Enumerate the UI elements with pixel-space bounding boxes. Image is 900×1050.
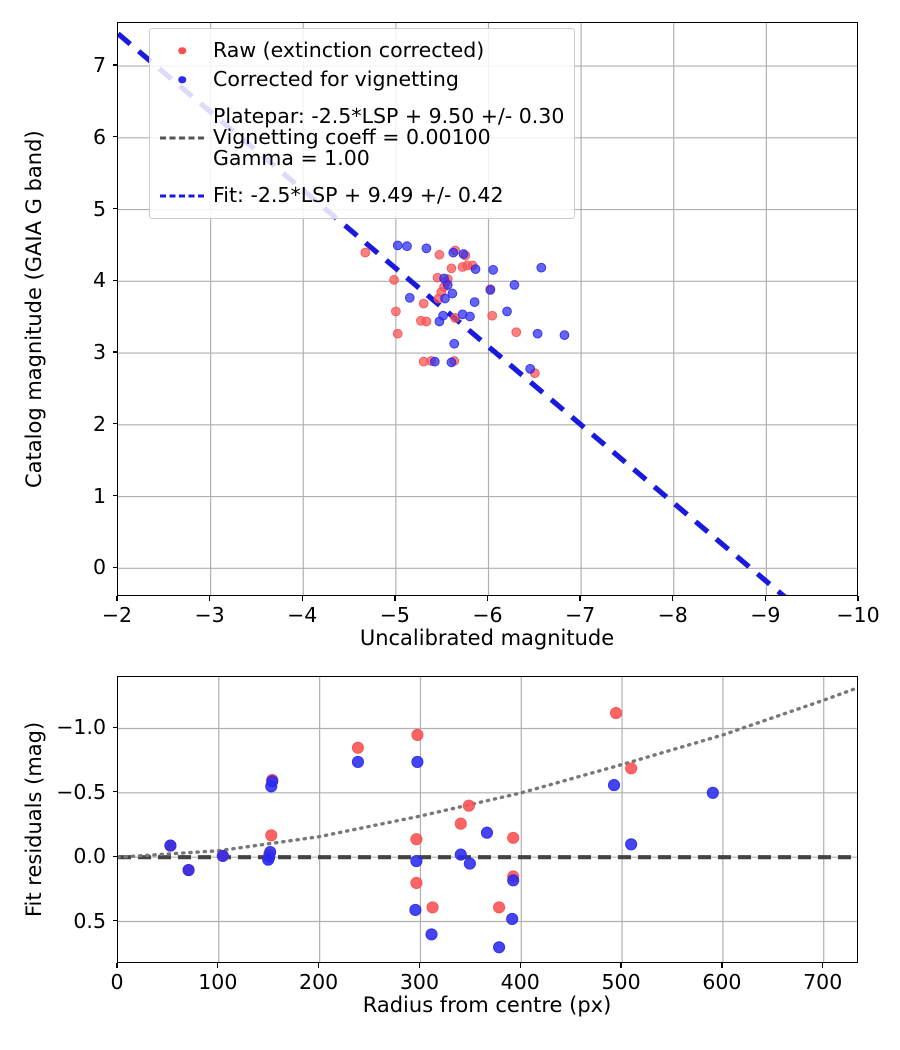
calibration-x-tick-label: −2 xyxy=(101,603,133,627)
calibration-y-tick xyxy=(112,566,117,568)
legend-row-corrected: Corrected for vignetting xyxy=(160,65,564,94)
calibration-y-tick-label: 2 xyxy=(92,411,106,436)
legend-row-fit: Fit: -2.5*LSP + 9.49 +/- 0.42 xyxy=(160,181,564,210)
calibration-x-tick-label: −5 xyxy=(379,603,410,627)
legend-label-corrected: Corrected for vignetting xyxy=(213,66,459,91)
legend-label-platepar: Platepar: -2.5*LSP + 9.50 +/- 0.30 xyxy=(213,103,565,128)
calibration-legend: Raw (extinction corrected) Corrected for… xyxy=(149,28,576,219)
calibration-y-tick-label: 7 xyxy=(92,52,106,77)
residuals-x-tick xyxy=(116,963,118,968)
calibration-x-tick xyxy=(394,596,396,601)
calibration-y-tick xyxy=(112,64,117,66)
legend-label-vignetting-coeff: Vignetting coeff = 0.00100 xyxy=(213,124,491,149)
calibration-y-axis-label: Catalog magnitude (GAIA G band) xyxy=(21,130,46,488)
calibration-y-tick xyxy=(112,423,117,425)
residuals-x-tick xyxy=(217,963,219,968)
legend-row-raw: Raw (extinction corrected) xyxy=(160,36,564,65)
calibration-x-tick-label: −10 xyxy=(836,603,880,627)
calibration-x-tick-label: −6 xyxy=(472,603,503,627)
calibration-y-tick-label: 1 xyxy=(92,483,106,508)
calibration-y-tick-label: 3 xyxy=(92,339,106,364)
fit-residuals-plot xyxy=(117,676,858,963)
calibration-x-tick xyxy=(579,596,581,601)
legend-label-raw: Raw (extinction corrected) xyxy=(213,37,485,62)
residuals-x-tick xyxy=(721,963,723,968)
residuals-x-tick-label: 200 xyxy=(299,970,339,994)
calibration-x-tick xyxy=(857,596,859,601)
residuals-y-tick-label: 0.5 xyxy=(73,908,106,933)
legend-label-fit: Fit: -2.5*LSP + 9.49 +/- 0.42 xyxy=(213,182,504,207)
calibration-y-tick xyxy=(112,136,117,138)
residuals-y-tick xyxy=(112,726,117,729)
legend-label-gamma: Gamma = 1.00 xyxy=(213,146,370,171)
calibration-y-tick-label: 4 xyxy=(92,268,106,293)
calibration-y-tick xyxy=(112,351,117,353)
calibration-x-axis-label: Uncalibrated magnitude xyxy=(359,626,615,650)
residuals-y-tick-label: 0.0 xyxy=(73,843,106,868)
calibration-x-tick xyxy=(764,596,767,601)
corrected-marker-icon xyxy=(160,70,204,90)
residuals-x-tick-label: 100 xyxy=(198,970,238,994)
residuals-y-tick xyxy=(112,919,117,922)
calibration-y-tick xyxy=(112,279,117,281)
residuals-x-tick-label: 0 xyxy=(110,970,124,994)
calibration-y-tick-label: 0 xyxy=(92,555,106,580)
calibration-x-tick xyxy=(116,596,118,601)
residuals-x-tick xyxy=(317,963,320,968)
calibration-x-tick-label: −9 xyxy=(750,603,781,627)
calibration-y-tick xyxy=(112,494,117,497)
calibration-y-tick xyxy=(112,207,117,210)
residuals-plot-overlay xyxy=(118,677,857,962)
calibration-y-tick-label: 6 xyxy=(92,124,106,149)
calibration-x-tick xyxy=(672,596,674,601)
residuals-y-tick-label: −1.0 xyxy=(56,715,106,740)
calibration-x-tick xyxy=(486,596,489,601)
calibration-x-tick-label: −4 xyxy=(287,603,318,627)
residuals-x-tick-label: 500 xyxy=(601,970,641,994)
calibration-x-tick xyxy=(301,596,303,601)
legend-row-platepar: Platepar: -2.5*LSP + 9.50 +/- 0.30 Vigne… xyxy=(160,94,564,181)
residuals-x-tick-label: 300 xyxy=(399,970,440,994)
calibration-y-tick-label: 5 xyxy=(92,196,106,221)
residuals-y-axis-label: Fit residuals (mag) xyxy=(21,721,46,917)
calibration-x-tick-label: −8 xyxy=(657,603,688,627)
residuals-y-tick-label: −0.5 xyxy=(56,779,106,804)
residuals-x-axis-label: Radius from centre (px) xyxy=(362,993,612,1017)
calibration-x-tick-label: −7 xyxy=(565,603,596,627)
residuals-y-tick xyxy=(112,855,117,857)
residuals-x-tick xyxy=(620,963,622,968)
residuals-y-tick xyxy=(112,791,117,793)
calibration-x-tick-label: −3 xyxy=(194,603,225,627)
residuals-x-tick xyxy=(822,963,824,968)
residuals-x-tick xyxy=(418,963,421,968)
raw-marker-icon xyxy=(160,41,204,61)
residuals-x-tick-label: 700 xyxy=(803,970,843,994)
residuals-x-tick-label: 600 xyxy=(702,970,742,994)
residuals-x-tick xyxy=(519,963,521,968)
vignetting-dash-icon xyxy=(160,128,204,148)
fit-dash-icon xyxy=(160,186,204,206)
residuals-x-tick-label: 400 xyxy=(500,970,540,994)
calibration-x-tick xyxy=(208,596,211,601)
